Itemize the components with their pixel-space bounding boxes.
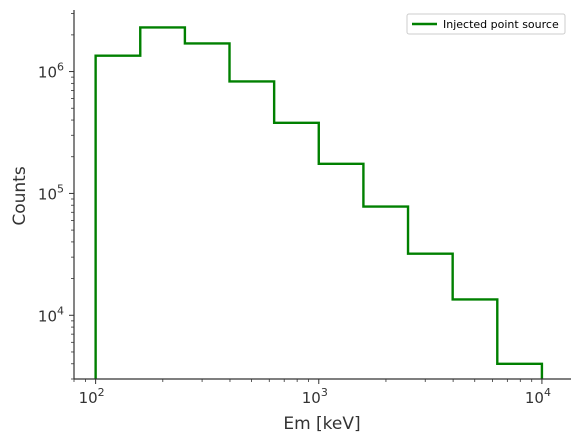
y-tick-label: 104 — [38, 304, 64, 325]
x-tick-label: 103 — [302, 386, 328, 407]
legend: Injected point source — [406, 13, 566, 35]
y-axis-label: Counts — [10, 166, 30, 225]
y-tick-label: 106 — [38, 61, 64, 82]
series-line-injected-point-source — [94, 26, 544, 379]
plot-area — [69, 10, 571, 384]
legend-frame — [406, 13, 566, 35]
x-tick-labels: 102 103 104 — [79, 386, 551, 407]
x-axis-label: Em [keV] — [283, 414, 360, 434]
legend-label: Injected point source — [443, 18, 559, 31]
x-tick-label: 102 — [79, 386, 105, 407]
y-tick-labels: 104 105 106 — [38, 61, 64, 326]
major-ticks — [69, 71, 543, 384]
x-tick-label: 104 — [525, 386, 551, 407]
y-tick-label: 105 — [38, 182, 64, 203]
